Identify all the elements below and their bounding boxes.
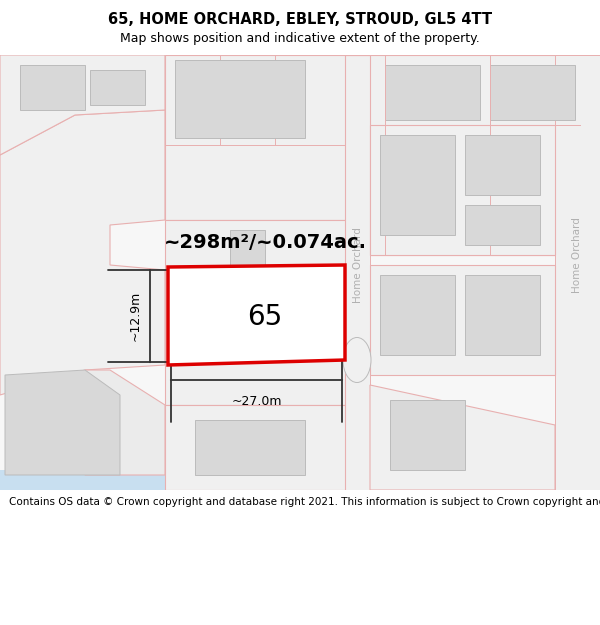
Polygon shape	[0, 110, 165, 395]
Polygon shape	[165, 220, 345, 405]
Polygon shape	[345, 55, 600, 255]
Text: ~298m²/~0.074ac.: ~298m²/~0.074ac.	[163, 234, 367, 253]
Bar	[465, 205, 540, 245]
Text: ~27.0m: ~27.0m	[231, 395, 282, 408]
Bar	[380, 135, 455, 235]
Bar	[90, 70, 145, 105]
Bar	[465, 275, 540, 355]
Polygon shape	[555, 55, 600, 490]
Bar	[195, 420, 305, 475]
Text: Home Orchard: Home Orchard	[353, 227, 363, 303]
Bar	[390, 400, 465, 470]
Bar	[380, 275, 455, 355]
Polygon shape	[168, 265, 345, 365]
Text: 65, HOME ORCHARD, EBLEY, STROUD, GL5 4TT: 65, HOME ORCHARD, EBLEY, STROUD, GL5 4TT	[108, 12, 492, 27]
Polygon shape	[370, 265, 555, 375]
Text: Map shows position and indicative extent of the property.: Map shows position and indicative extent…	[120, 32, 480, 45]
Text: ~12.9m: ~12.9m	[129, 291, 142, 341]
Polygon shape	[165, 55, 345, 220]
Polygon shape	[165, 405, 345, 490]
Polygon shape	[5, 370, 120, 475]
Bar	[465, 135, 540, 195]
Bar	[490, 65, 575, 120]
Text: Home Orchard: Home Orchard	[572, 217, 582, 293]
Text: 65: 65	[247, 303, 283, 331]
Polygon shape	[85, 370, 165, 475]
Bar	[175, 60, 305, 138]
Polygon shape	[0, 55, 165, 155]
Bar	[20, 65, 85, 110]
Polygon shape	[0, 440, 600, 490]
Polygon shape	[345, 55, 370, 490]
Polygon shape	[370, 125, 555, 255]
Ellipse shape	[343, 338, 371, 382]
Bar	[385, 65, 480, 120]
Polygon shape	[370, 385, 555, 490]
Text: Contains OS data © Crown copyright and database right 2021. This information is : Contains OS data © Crown copyright and d…	[9, 497, 600, 507]
Bar	[230, 230, 265, 285]
